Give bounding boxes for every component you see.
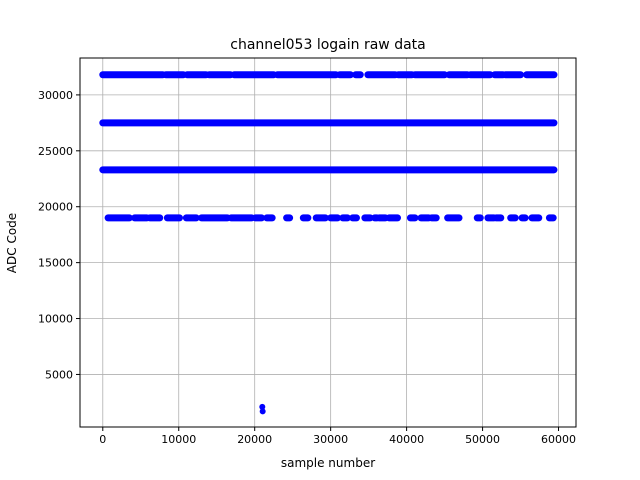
y-tick-label: 25000 [38,145,73,158]
x-axis-label: sample number [281,456,375,470]
x-tick-label: 20000 [237,433,272,446]
chart-title: channel053 logain raw data [230,37,425,53]
x-tick-label: 60000 [541,433,576,446]
data-points [99,71,558,415]
x-tick-label: 0 [99,433,106,446]
y-tick-label: 5000 [45,368,73,381]
plot-area-frame [79,57,577,428]
x-tick-label: 40000 [389,433,424,446]
x-tick-label: 10000 [161,433,196,446]
axis-ticks: 0 10000 20000 30000 40000 50000 60000 5000 10000… [38,89,576,446]
y-tick-label: 15000 [38,257,73,270]
x-tick-label: 50000 [465,433,500,446]
outlier-point [259,408,266,415]
y-tick-label: 30000 [38,89,73,102]
y-tick-label: 10000 [38,313,73,326]
y-tick-label: 20000 [38,201,73,214]
x-tick-label: 30000 [313,433,348,446]
y-axis-label: ADC Code [5,213,19,273]
outlier-point [259,403,266,410]
